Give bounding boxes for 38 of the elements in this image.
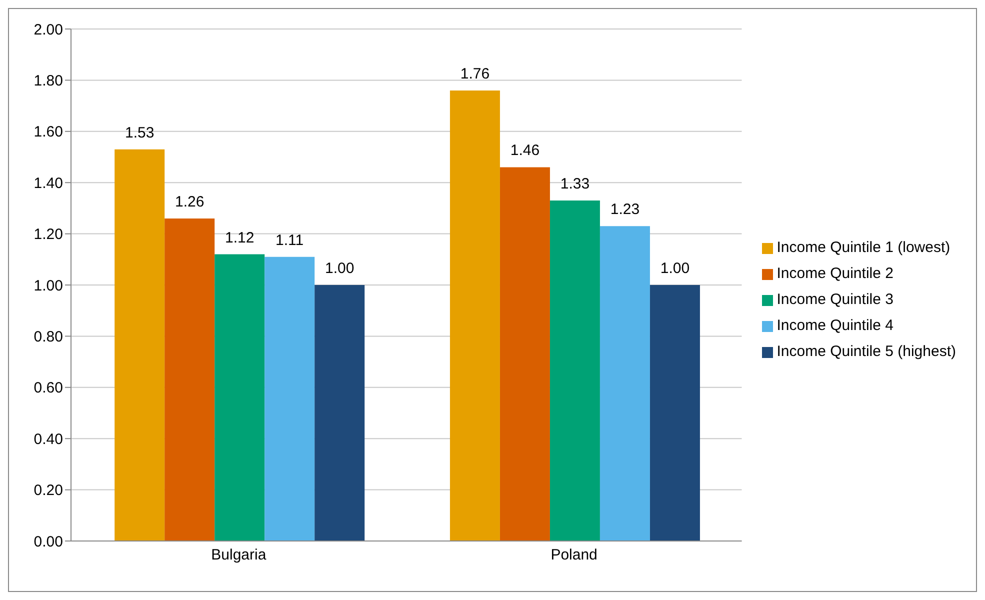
y-tick-label: 0.20 <box>34 482 63 500</box>
bar <box>264 256 315 541</box>
data-label: 1.46 <box>510 142 540 160</box>
legend-label: Income Quintile 3 <box>776 291 894 308</box>
bar <box>550 200 600 541</box>
y-tick-label: 0.40 <box>34 430 63 448</box>
bar <box>600 226 650 541</box>
legend-label: Income Quintile 1 (lowest) <box>776 239 950 256</box>
x-tick-label: Bulgaria <box>211 546 267 564</box>
legend-label: Income Quintile 4 <box>776 317 894 334</box>
bar <box>450 90 500 541</box>
y-tick-label: 0.60 <box>34 380 63 397</box>
y-tick-label: 0.00 <box>34 533 63 550</box>
bar <box>500 167 550 541</box>
bar <box>164 218 215 541</box>
y-tick-label: 0.80 <box>34 328 63 346</box>
bar <box>650 285 700 541</box>
data-label: 1.53 <box>124 124 154 142</box>
data-label: 1.26 <box>174 193 204 210</box>
data-label: 1.76 <box>460 65 490 82</box>
data-label: 1.00 <box>660 260 690 277</box>
y-tick-label: 2.00 <box>34 21 63 38</box>
data-label: 1.33 <box>560 176 590 193</box>
legend-label: Income Quintile 2 <box>776 265 894 282</box>
legend-label: Income Quintile 5 (highest) <box>776 343 956 360</box>
data-label: 1.00 <box>324 260 354 277</box>
bar <box>214 254 265 541</box>
data-label: 1.11 <box>276 232 304 249</box>
bar <box>114 149 165 541</box>
y-tick-label: 1.60 <box>34 124 63 141</box>
y-tick-label: 1.80 <box>34 72 63 90</box>
data-label: 1.23 <box>610 201 640 218</box>
bar <box>314 285 365 541</box>
data-label: 1.12 <box>224 229 254 246</box>
x-tick-label: Poland <box>550 546 598 564</box>
y-tick-label: 1.40 <box>34 174 63 192</box>
y-tick-label: 1.20 <box>34 226 63 244</box>
y-tick-label: 1.00 <box>34 277 63 294</box>
